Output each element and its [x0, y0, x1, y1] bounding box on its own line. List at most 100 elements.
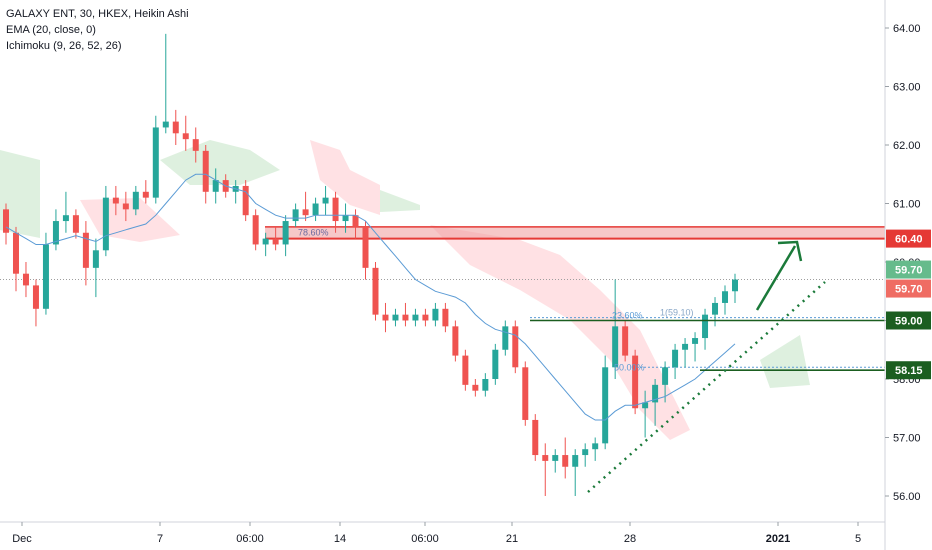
candle-body [152, 127, 159, 198]
candles [3, 33, 738, 496]
x-tick-label: Dec [12, 533, 32, 545]
candle-body [352, 215, 359, 227]
candle-body [452, 326, 459, 356]
candle-body [472, 384, 479, 391]
cloud-segment [160, 140, 280, 185]
candle-body [122, 203, 129, 210]
candle-body [342, 215, 349, 222]
ichimoku-cloud [0, 140, 810, 440]
candle-body [32, 285, 39, 309]
candle-body [652, 384, 659, 403]
candle-body [142, 191, 149, 198]
candle-body [512, 326, 519, 368]
fib-label-50: 50.00% [614, 362, 645, 372]
candle-body [372, 267, 379, 315]
resistance-zone-fill [265, 226, 885, 239]
candle-body [22, 273, 29, 286]
price-tag-resistance [886, 229, 931, 248]
candle-body [82, 232, 89, 268]
candle-body [702, 314, 709, 339]
candle-body [262, 238, 269, 245]
x-tick-label: 06:00 [236, 533, 264, 545]
price-tag-last-red [886, 279, 931, 298]
projection-arrow [755, 245, 797, 311]
candle-body [572, 455, 579, 467]
fib-label-786: 78.60% [298, 228, 329, 238]
cloud-segment [310, 140, 380, 215]
candle-body [612, 326, 619, 368]
candle-body [132, 191, 139, 210]
x-tick-label: 21 [506, 533, 518, 545]
candle-body [112, 197, 119, 204]
x-tick-label: 06:00 [411, 533, 439, 545]
candle-body [542, 455, 549, 461]
candle-body [42, 244, 49, 309]
candle-body [622, 326, 629, 356]
x-tick-label: 28 [624, 533, 636, 545]
x-tick-label: 14 [334, 533, 346, 545]
candle-body [332, 197, 339, 222]
candle-body [682, 343, 689, 350]
candle-body [672, 349, 679, 368]
candle-body [582, 449, 589, 456]
cloud-segment [380, 190, 420, 212]
y-tick-label: 63.00 [893, 82, 921, 94]
candle-body [422, 314, 429, 321]
ema-line [5, 173, 736, 421]
candle-body [442, 308, 449, 327]
y-tick-label: 61.00 [893, 199, 921, 211]
cloud-segment [0, 150, 40, 238]
y-tick-label: 57.00 [893, 433, 921, 445]
candle-body [462, 355, 469, 385]
y-tick-label: 56.00 [893, 491, 921, 503]
resistance-zone: 78.60% [265, 226, 885, 240]
candle-body [662, 367, 669, 385]
x-tick-label: 2021 [766, 533, 790, 545]
candle-body [272, 238, 279, 245]
candle-body [62, 215, 69, 222]
fib-label-236: 23.60% [612, 311, 643, 321]
price-tag-support [886, 311, 931, 330]
candle-body [402, 314, 409, 321]
candle-body [52, 221, 59, 245]
price-tag-label: 59.00 [895, 316, 923, 328]
fib-label-1: 1(59.10) [660, 308, 694, 318]
price-tag-label: 58.15 [895, 365, 923, 377]
candle-body [282, 221, 289, 245]
candle-body [92, 250, 99, 268]
price-tag-last-green [886, 260, 931, 279]
candle-body [492, 349, 499, 379]
price-tag-label: 59.70 [895, 284, 923, 296]
candle-body [522, 367, 529, 420]
candle-body [602, 367, 609, 444]
candle-body [592, 443, 599, 450]
price-tag-label: 60.40 [895, 234, 923, 246]
candle-body [722, 291, 729, 303]
candle-body [302, 209, 309, 216]
y-tick-label: 64.00 [893, 23, 921, 35]
candle-body [732, 279, 738, 292]
candle-body [632, 355, 639, 409]
drawings: 23.60% 1(59.10) 50.00% [530, 240, 885, 493]
candle-body [172, 121, 179, 134]
candle-body [312, 203, 319, 216]
symbol-title: GALAXY ENT, 30, HKEX, Heikin Ashi [6, 8, 189, 20]
candle-body [72, 215, 79, 233]
cloud-segment [760, 335, 810, 388]
candle-body [502, 326, 509, 350]
chart-legend: GALAXY ENT, 30, HKEX, Heikin Ashi EMA (2… [6, 6, 189, 54]
candle-body [12, 232, 19, 274]
candle-body [712, 302, 719, 315]
projection-arrow-head [777, 240, 803, 262]
x-tick-label: 7 [157, 533, 163, 545]
candle-body [552, 455, 559, 461]
candle-body [432, 308, 439, 321]
candle-body [202, 150, 209, 192]
candle-body [252, 215, 259, 245]
candle-body [212, 180, 219, 192]
candle-body [532, 419, 539, 456]
x-tick-label: 5 [855, 533, 861, 545]
candle-body [392, 314, 399, 321]
candle-body [182, 133, 189, 140]
